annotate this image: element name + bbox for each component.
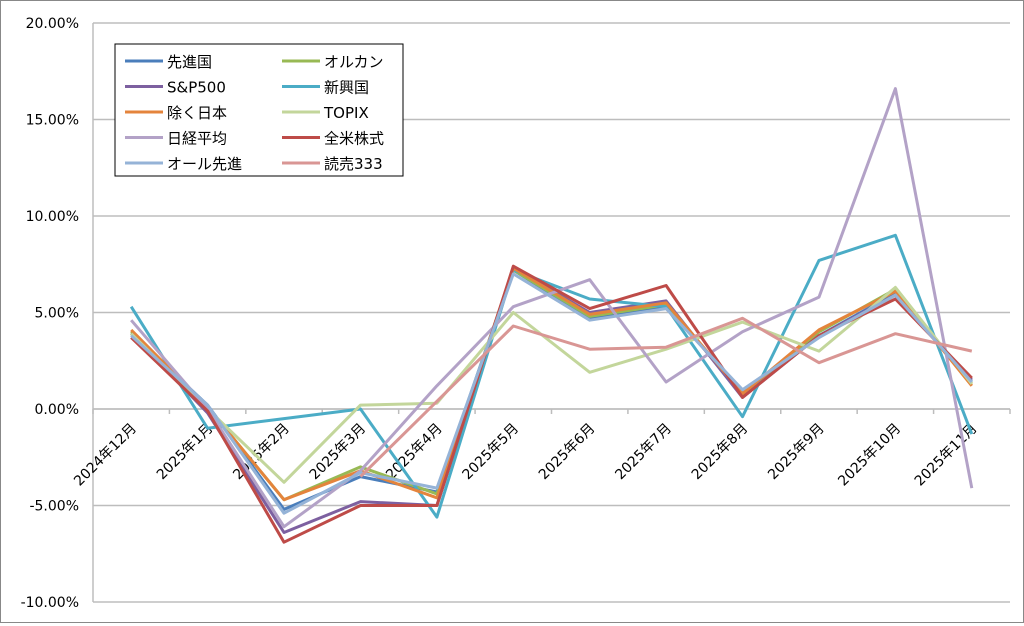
y-axis-tick-labels: -10.00% -5.00% 0.00% 5.00% 10.00% 15.00% 20.00… <box>21 16 79 611</box>
series-line <box>130 272 973 515</box>
y-tick-label: -10.00% <box>21 595 79 611</box>
legend-label: 日経平均 <box>167 130 227 148</box>
x-tick-label: 2025年8月 <box>689 421 752 484</box>
legend-label: S&P500 <box>167 79 226 97</box>
y-tick-label: -5.00% <box>29 499 79 515</box>
series-line <box>359 316 973 478</box>
y-tick-label: 0.00% <box>35 402 79 418</box>
series-line <box>130 285 973 484</box>
x-tick-label: 2025年9月 <box>765 421 828 484</box>
legend-label: 読売333 <box>324 155 383 173</box>
x-tick-label: 2024年12月 <box>71 421 140 490</box>
y-tick-label: 5.00% <box>35 306 79 322</box>
series-line <box>130 87 974 529</box>
legend-label: オルカン <box>324 53 384 71</box>
legend-label: 先進国 <box>167 53 212 71</box>
y-tick-label: 15.00% <box>26 113 79 129</box>
series-lines <box>129 87 974 544</box>
series-line <box>129 233 974 519</box>
legend-label: 全米株式 <box>324 130 384 148</box>
legend-box <box>114 43 404 177</box>
series-line <box>130 266 973 502</box>
series-line <box>130 266 973 534</box>
legend-label: 新興国 <box>324 79 369 97</box>
series-line <box>130 264 973 544</box>
x-tick-label: 2025年7月 <box>612 421 675 484</box>
x-tick-label: 2025年1月 <box>154 421 217 484</box>
legend-label: オール先進 <box>167 155 242 173</box>
x-tick-label: 2025年5月 <box>460 421 523 484</box>
y-tick-label: 20.00% <box>26 16 79 32</box>
legend-label: 除く日本 <box>167 104 227 122</box>
x-tick-label: 2025年10月 <box>835 421 904 490</box>
y-tick-label: 10.00% <box>26 209 79 225</box>
x-tick-label: 2025年6月 <box>536 421 599 484</box>
legend-label: TOPIX <box>323 104 369 122</box>
